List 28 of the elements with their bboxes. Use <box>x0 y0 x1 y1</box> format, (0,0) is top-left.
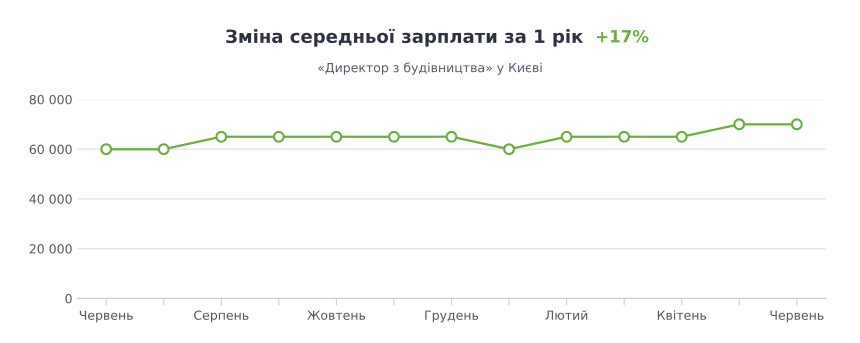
y-tick-label: 80 000 <box>30 94 72 104</box>
x-tick-label: Жовтень <box>307 310 366 320</box>
x-tick-label: Лютий <box>545 310 588 320</box>
point <box>560 130 573 143</box>
point <box>446 130 458 143</box>
y-tick-label: 0 <box>65 294 72 304</box>
x-tick-label: Грудень <box>425 310 478 322</box>
text: +17% <box>596 30 648 43</box>
point <box>790 118 803 130</box>
point <box>733 118 746 130</box>
point <box>388 130 400 143</box>
y-tick-label: 20 000 <box>30 244 72 254</box>
chart-subtitle: «Директор з будівництва» у Києві <box>318 62 542 75</box>
point <box>618 130 630 143</box>
x-tick-label: Серпень <box>194 310 248 322</box>
chart-title: Зміна середньої зарплати за 1 рік <box>226 28 584 47</box>
point <box>272 130 285 143</box>
x-tick-label: Червень <box>80 310 133 322</box>
x-tick-label: Червень <box>770 310 824 322</box>
point <box>158 143 170 156</box>
point <box>676 130 688 143</box>
point <box>100 143 112 156</box>
point <box>330 130 342 143</box>
x-tick-label: Квітень <box>658 310 706 320</box>
point <box>215 130 228 143</box>
y-tick-label: 40 000 <box>29 194 72 204</box>
y-tick-label: 60 000 <box>30 144 72 154</box>
point <box>503 143 515 156</box>
